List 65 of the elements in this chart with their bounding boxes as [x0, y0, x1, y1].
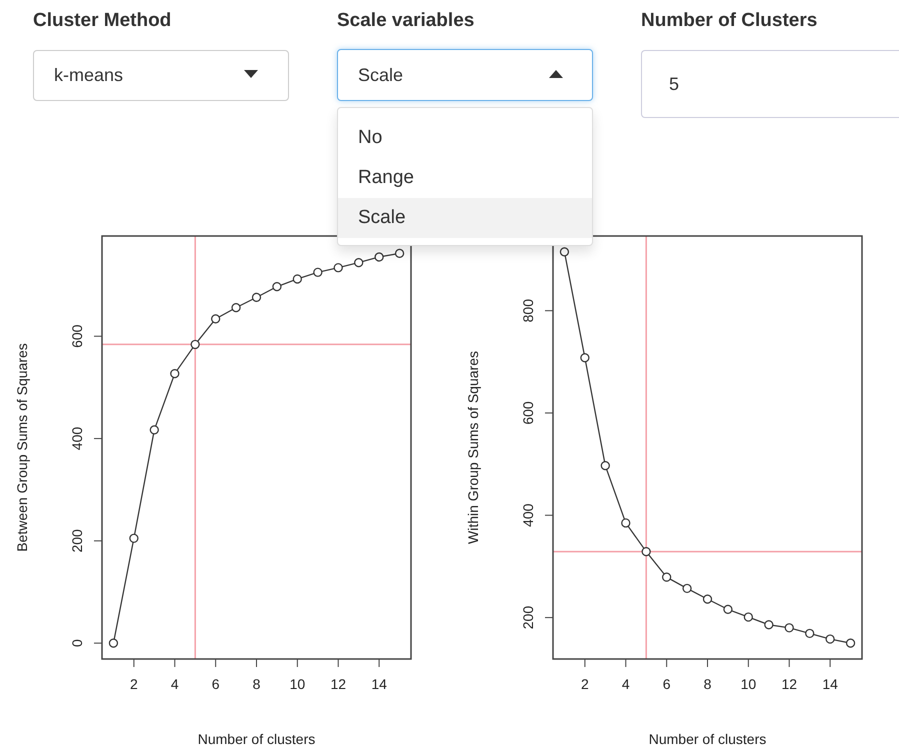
point — [764, 620, 774, 630]
x-tick-label: 12 — [781, 676, 798, 692]
point — [108, 638, 118, 648]
y-axis-title: Between Group Sums of Squares — [14, 343, 30, 552]
text: No — [357, 126, 384, 150]
point — [334, 263, 343, 272]
point — [272, 282, 282, 292]
y-tick-label: 600 — [69, 324, 85, 348]
point — [374, 252, 384, 262]
point — [129, 534, 138, 543]
text: Scale variables — [337, 10, 474, 32]
point — [211, 314, 220, 324]
point — [600, 461, 610, 470]
text: Number of Clusters — [641, 10, 818, 32]
point — [784, 623, 794, 632]
x-tick-label: 2 — [580, 676, 589, 692]
point — [150, 425, 159, 434]
point — [394, 248, 404, 258]
point — [702, 594, 712, 604]
point — [580, 353, 590, 362]
x-tick-label: 6 — [212, 676, 220, 692]
point — [642, 546, 651, 556]
x-tick-label: 12 — [330, 676, 346, 692]
y-tick-label: 800 — [520, 298, 536, 322]
text: k-means — [33, 50, 289, 101]
point — [723, 604, 733, 614]
point — [292, 274, 302, 284]
text: Range — [357, 166, 415, 190]
point — [231, 303, 241, 312]
text: Cluster Method — [33, 10, 172, 32]
point — [354, 258, 364, 268]
text: 5 — [641, 50, 899, 118]
text: Scale — [338, 198, 592, 238]
y-tick-label: 400 — [520, 503, 536, 527]
point — [826, 634, 835, 644]
point — [170, 368, 180, 378]
point — [846, 638, 856, 648]
y-tick-label: 600 — [520, 401, 536, 425]
x-tick-label: 8 — [704, 676, 712, 692]
x-tick-label: 14 — [822, 676, 838, 692]
x-axis-title: Number of clusters — [198, 731, 316, 747]
x-axis-title: Number of clusters — [648, 731, 766, 747]
x-tick-label: 2 — [130, 676, 138, 692]
y-tick-label: 400 — [69, 426, 85, 450]
point — [252, 292, 262, 302]
x-tick-label: 4 — [170, 676, 179, 692]
text: Scale — [337, 49, 593, 101]
y-tick-label: 0 — [69, 639, 85, 648]
y-axis-title: Within Group Sums of Squares — [465, 351, 481, 544]
point — [744, 612, 753, 622]
x-tick-label: 4 — [622, 676, 630, 692]
point — [805, 628, 814, 638]
y-tick-label: 200 — [69, 528, 85, 553]
point — [190, 340, 200, 350]
point — [560, 247, 570, 256]
x-tick-label: 10 — [740, 676, 756, 692]
x-tick-label: 14 — [371, 676, 388, 692]
x-tick-label: 10 — [290, 676, 306, 692]
point — [621, 518, 630, 528]
point — [313, 268, 322, 277]
point — [682, 584, 692, 594]
point — [662, 572, 672, 582]
y-tick-label: 200 — [520, 606, 536, 630]
x-tick-label: 6 — [662, 676, 671, 692]
x-tick-label: 8 — [252, 676, 261, 692]
